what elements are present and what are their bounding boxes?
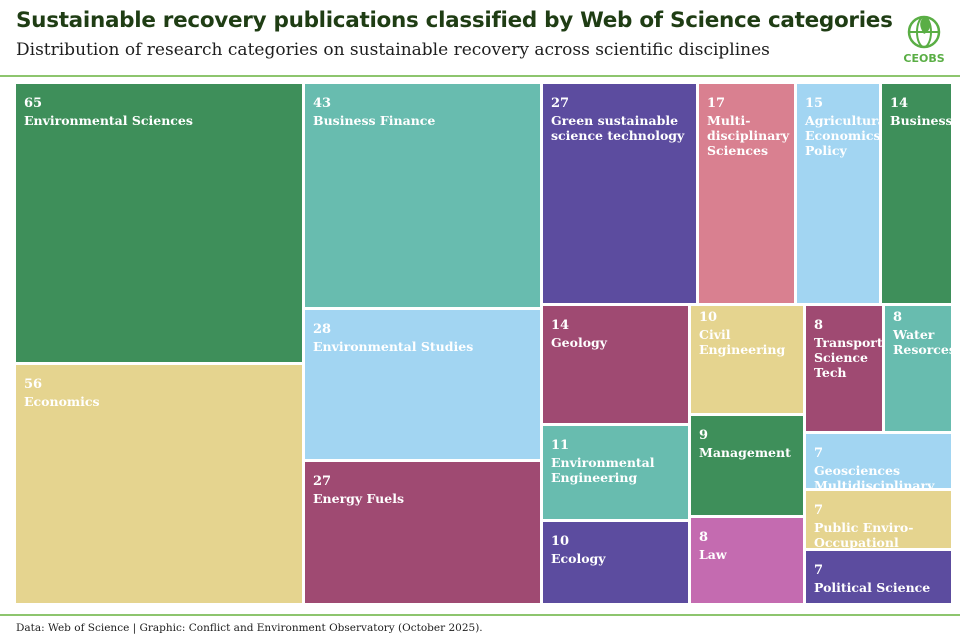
tile-label: Agricultural Economics Policy xyxy=(805,113,882,158)
tile-label: Business xyxy=(890,113,953,128)
tile-value: 43 xyxy=(313,96,332,111)
tile-label: Geosciences Multidisciplinary xyxy=(814,463,935,491)
tile-value: 8 xyxy=(699,530,709,545)
tile-value: 7 xyxy=(814,446,824,461)
tile-value: 28 xyxy=(313,322,332,337)
tile-value: 7 xyxy=(814,503,824,518)
treemap-tile: 65 Environmental Sciences xyxy=(16,84,305,365)
treemap-tile: 7 Political Science xyxy=(806,551,954,606)
tile-label: Business Finance xyxy=(313,113,436,128)
tile-label: Environmental Studies xyxy=(313,339,474,354)
treemap-tile: 7 Geosciences Multidisciplinary xyxy=(806,434,954,491)
treemap-tile: 17 Multi-disciplinary Sciences xyxy=(699,84,797,306)
treemap-tile: 27 Green sustainable science technology xyxy=(543,84,699,306)
treemap-tile: 28 Environmental Studies xyxy=(305,310,543,462)
tile-label: Political Science xyxy=(814,580,931,595)
tile-value: 8 xyxy=(893,310,903,325)
tile-label: Transport Science Tech xyxy=(814,335,883,380)
treemap-tile: 14 Geology xyxy=(543,306,691,426)
tile-value: 9 xyxy=(699,428,709,443)
tile-label: Multi-disciplinary Sciences xyxy=(707,113,790,158)
tile-label: Geology xyxy=(551,335,608,350)
tile-label: Water Resorces xyxy=(893,327,954,357)
tile-value: 11 xyxy=(551,438,570,453)
tile-value: 27 xyxy=(313,474,332,489)
treemap-tile: 10 Ecology xyxy=(543,522,691,606)
treemap-tile: 10 Civil Engineering xyxy=(691,306,806,416)
tile-label: Public Enviro-Occupationl Health xyxy=(814,520,914,550)
treemap-tile: 15 Agricultural Economics Policy xyxy=(797,84,882,306)
treemap-tile: 8 Transport Science Tech xyxy=(806,306,885,434)
tile-value: 65 xyxy=(24,96,43,111)
tile-value: 7 xyxy=(814,563,824,578)
tile-value: 14 xyxy=(551,318,570,333)
tile-value: 14 xyxy=(890,96,909,111)
footer-divider xyxy=(0,614,960,616)
source-note: Data: Web of Science | Graphic: Conflict… xyxy=(16,622,483,634)
tile-label: Green sustainable science technology xyxy=(551,113,685,143)
tile-label: Environmental Sciences xyxy=(24,113,193,128)
logo-text: CEOBS xyxy=(903,52,945,65)
tile-label: Environmental Engineering xyxy=(551,455,655,485)
globe-leaf-icon xyxy=(907,15,941,49)
treemap-tile: 8 Water Resorces xyxy=(885,306,954,434)
tile-label: Ecology xyxy=(551,551,606,566)
tile-value: 17 xyxy=(707,96,726,111)
tile-label: Management xyxy=(699,445,791,460)
tile-label: Economics xyxy=(24,394,100,409)
tile-value: 56 xyxy=(24,377,43,392)
treemap-tile: 43 Business Finance xyxy=(305,84,543,310)
treemap-tile: 11 Environmental Engineering xyxy=(543,426,691,522)
treemap-tile: 14 Business xyxy=(882,84,954,306)
tile-value: 15 xyxy=(805,96,824,111)
tile-value: 8 xyxy=(814,318,824,333)
chart-subtitle: Distribution of research categories on s… xyxy=(16,40,770,60)
treemap-tile: 27 Energy Fuels xyxy=(305,462,543,606)
chart-title: Sustainable recovery publications classi… xyxy=(16,8,893,33)
tile-value: 10 xyxy=(699,310,718,325)
tile-label: Civil Engineering xyxy=(699,327,786,357)
ceobs-logo: CEOBS xyxy=(898,12,950,66)
header-divider xyxy=(0,75,960,77)
tile-value: 10 xyxy=(551,534,570,549)
treemap-tile: 7 Public Enviro-Occupationl Health xyxy=(806,491,954,551)
tile-label: Law xyxy=(699,547,727,562)
tile-label: Energy Fuels xyxy=(313,491,404,506)
treemap-tile: 56 Economics xyxy=(16,365,305,606)
treemap-tile: 9 Management xyxy=(691,416,806,518)
tile-value: 27 xyxy=(551,96,570,111)
treemap-tile: 8 Law xyxy=(691,518,806,606)
